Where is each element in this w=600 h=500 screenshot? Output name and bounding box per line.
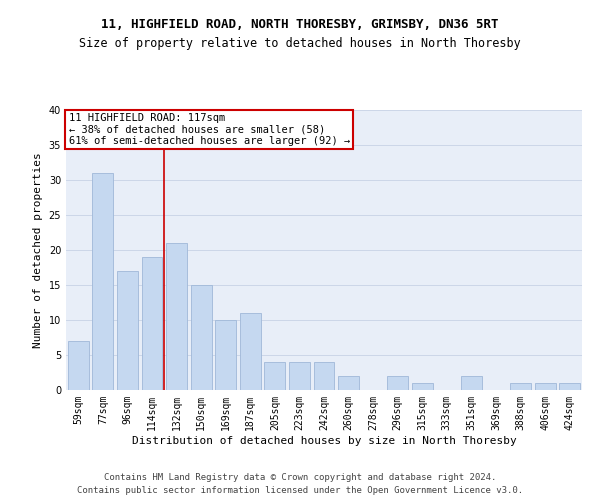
Bar (510, 383, 531, 390)
Bar (559, 383, 580, 390)
Bar (265, 362, 286, 390)
Bar (338, 376, 359, 390)
Bar (535, 383, 556, 390)
Bar (461, 376, 482, 390)
Bar (68, 341, 89, 390)
Text: Contains HM Land Registry data © Crown copyright and database right 2024.
Contai: Contains HM Land Registry data © Crown c… (77, 474, 523, 495)
Bar (215, 320, 236, 390)
Text: 11 HIGHFIELD ROAD: 117sqm
← 38% of detached houses are smaller (58)
61% of semi-: 11 HIGHFIELD ROAD: 117sqm ← 38% of detac… (68, 113, 350, 146)
Bar (412, 383, 433, 390)
Bar (142, 257, 163, 390)
Bar (387, 376, 408, 390)
Bar (117, 271, 138, 390)
Y-axis label: Number of detached properties: Number of detached properties (33, 152, 43, 348)
Bar (240, 313, 261, 390)
Text: 11, HIGHFIELD ROAD, NORTH THORESBY, GRIMSBY, DN36 5RT: 11, HIGHFIELD ROAD, NORTH THORESBY, GRIM… (101, 18, 499, 30)
Bar (314, 362, 334, 390)
X-axis label: Distribution of detached houses by size in North Thoresby: Distribution of detached houses by size … (131, 436, 517, 446)
Bar (289, 362, 310, 390)
Bar (166, 243, 187, 390)
Bar (191, 285, 212, 390)
Text: Size of property relative to detached houses in North Thoresby: Size of property relative to detached ho… (79, 38, 521, 51)
Bar (92, 173, 113, 390)
